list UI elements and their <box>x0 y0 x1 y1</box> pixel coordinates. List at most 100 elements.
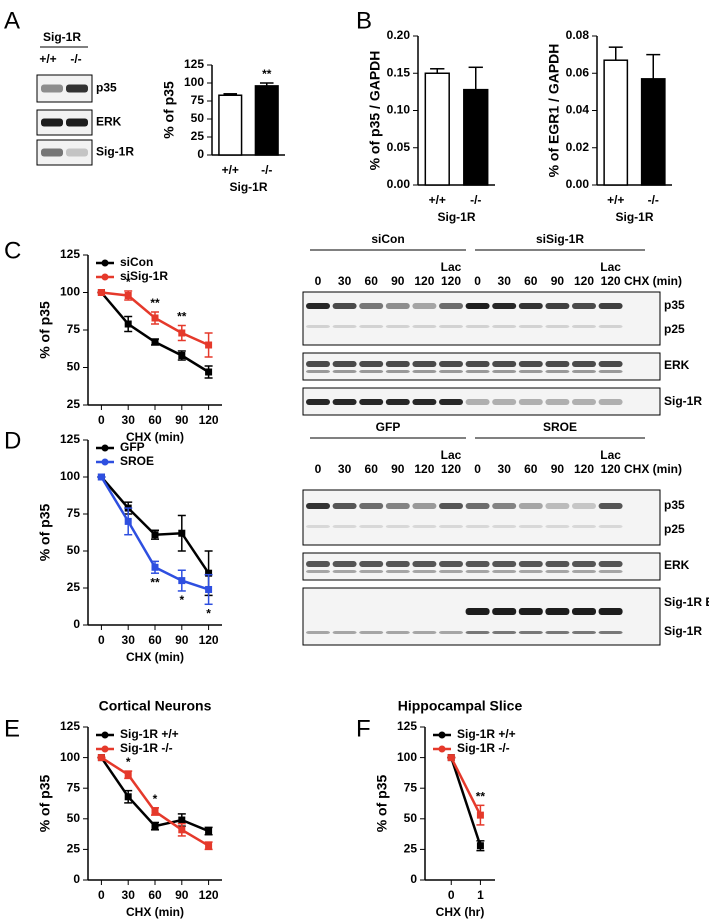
protein-label: Sig-1R <box>664 624 702 638</box>
y-tick-label: 25 <box>404 842 418 856</box>
blot-band <box>492 325 517 328</box>
blot-band <box>359 608 383 615</box>
blot-band <box>385 325 410 328</box>
blot-band <box>598 303 623 309</box>
blot-band <box>465 631 490 634</box>
y-tick-label: 75 <box>67 506 81 520</box>
point <box>151 563 159 571</box>
blot-band <box>598 370 623 373</box>
lane-label: 120 <box>574 274 594 288</box>
x-axis-label: Sig-1R <box>437 210 475 224</box>
point <box>151 807 159 815</box>
lane-label: 0 <box>315 274 322 288</box>
bar <box>254 85 279 156</box>
blot-band <box>572 503 596 509</box>
blot-band <box>412 399 437 405</box>
point <box>476 842 484 850</box>
lane-label: 0 <box>474 274 481 288</box>
lane-label: 90 <box>391 274 405 288</box>
legend-marker <box>101 259 109 267</box>
significance-label: * <box>126 755 131 769</box>
blot-band <box>598 631 623 634</box>
blot-band <box>385 303 410 309</box>
blot-band <box>306 570 330 573</box>
blot-band <box>545 631 570 634</box>
blot-band <box>359 570 384 573</box>
blot-band <box>412 631 437 634</box>
y-axis-label: % of EGR1 / GAPDH <box>546 44 562 178</box>
blot-band <box>598 525 623 528</box>
y-tick-label: 75 <box>191 93 205 107</box>
x-tick-label: 120 <box>199 633 219 647</box>
x-tick-label: 30 <box>122 888 136 902</box>
blot-band <box>439 525 463 528</box>
blot-box <box>302 291 661 346</box>
lane-label: 60 <box>524 274 538 288</box>
protein-label: Sig-1R <box>96 145 134 159</box>
lane-label: 30 <box>498 462 512 476</box>
point <box>97 473 105 481</box>
blot-band <box>66 118 88 127</box>
y-tick-label: 0.05 <box>387 140 411 154</box>
blot-band <box>518 399 543 405</box>
bar <box>463 88 489 186</box>
series-line <box>100 476 210 574</box>
y-tick-label: 0.00 <box>387 177 411 191</box>
blot-band <box>439 503 463 509</box>
x-axis-label: CHX (min) <box>126 650 184 664</box>
x-tick-label: 60 <box>148 888 162 902</box>
point <box>124 517 132 525</box>
blot-band <box>518 361 543 367</box>
x-tick-label: 90 <box>175 888 189 902</box>
blot-band <box>492 631 517 634</box>
blot-band <box>598 561 623 567</box>
blot-band <box>359 361 384 367</box>
series-line <box>450 757 482 816</box>
blot-band <box>439 303 463 309</box>
point <box>476 811 484 819</box>
blot-band <box>359 303 384 309</box>
x-tick-label: -/- <box>648 193 659 207</box>
lane-label: 60 <box>365 462 379 476</box>
blot-band <box>465 503 490 509</box>
y-tick-label: 50 <box>67 360 81 374</box>
blot-band <box>465 525 490 528</box>
blot-band <box>492 399 517 405</box>
blot-band <box>306 361 330 367</box>
blot-band <box>412 370 437 373</box>
blot-band <box>385 399 410 405</box>
lane-label: 30 <box>498 274 512 288</box>
blot-band <box>306 303 330 309</box>
y-axis-label: % of p35 <box>37 775 53 833</box>
legend-label: Sig-1R -/- <box>120 741 173 755</box>
lane-label: 60 <box>365 274 379 288</box>
legend-label: Sig-1R +/+ <box>457 727 516 741</box>
y-tick-label: 125 <box>60 247 80 261</box>
blot-band <box>598 399 623 405</box>
blot-band <box>439 325 463 328</box>
lane-label: 90 <box>551 274 565 288</box>
lane-label: 120 <box>441 274 461 288</box>
blot-band <box>465 399 490 405</box>
significance-label: * <box>153 792 158 806</box>
x-axis-label: CHX (min) <box>126 905 184 919</box>
blot-band <box>572 303 596 309</box>
blot-band <box>359 631 384 634</box>
blot-band <box>492 361 517 367</box>
x-tick-label: 60 <box>148 413 162 427</box>
lane-label: 90 <box>391 462 405 476</box>
blot-band <box>545 325 570 328</box>
blot-band <box>385 370 410 373</box>
blot-band <box>41 84 63 93</box>
panel-letter: E <box>4 715 20 742</box>
blot-band <box>572 399 596 405</box>
y-axis-label: % of p35 <box>161 81 177 139</box>
blot-band <box>306 561 330 567</box>
y-tick-label: 25 <box>67 580 81 594</box>
bar <box>603 59 629 186</box>
y-axis-label: % of p35 <box>37 504 53 562</box>
point <box>205 842 213 850</box>
chart-title: Cortical Neurons <box>99 698 212 714</box>
point <box>151 338 159 346</box>
blot-band <box>41 118 63 127</box>
